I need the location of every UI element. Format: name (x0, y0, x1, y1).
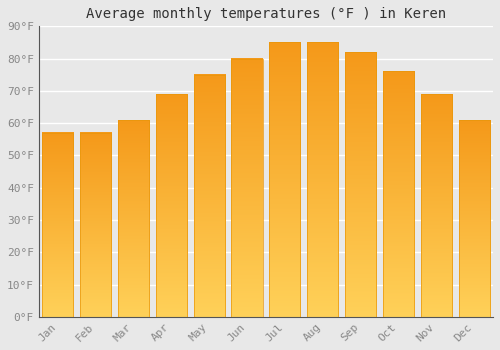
Bar (42, 133, 74, 317)
Bar (345, 52, 376, 317)
Bar (194, 75, 224, 317)
Bar (156, 94, 187, 317)
Bar (307, 42, 338, 317)
Bar (458, 120, 490, 317)
Title: Average monthly temperatures (°F ) in Keren: Average monthly temperatures (°F ) in Ke… (86, 7, 446, 21)
Bar (383, 71, 414, 317)
Bar (421, 94, 452, 317)
Bar (80, 133, 111, 317)
Bar (118, 120, 149, 317)
Bar (270, 42, 300, 317)
Bar (232, 58, 262, 317)
